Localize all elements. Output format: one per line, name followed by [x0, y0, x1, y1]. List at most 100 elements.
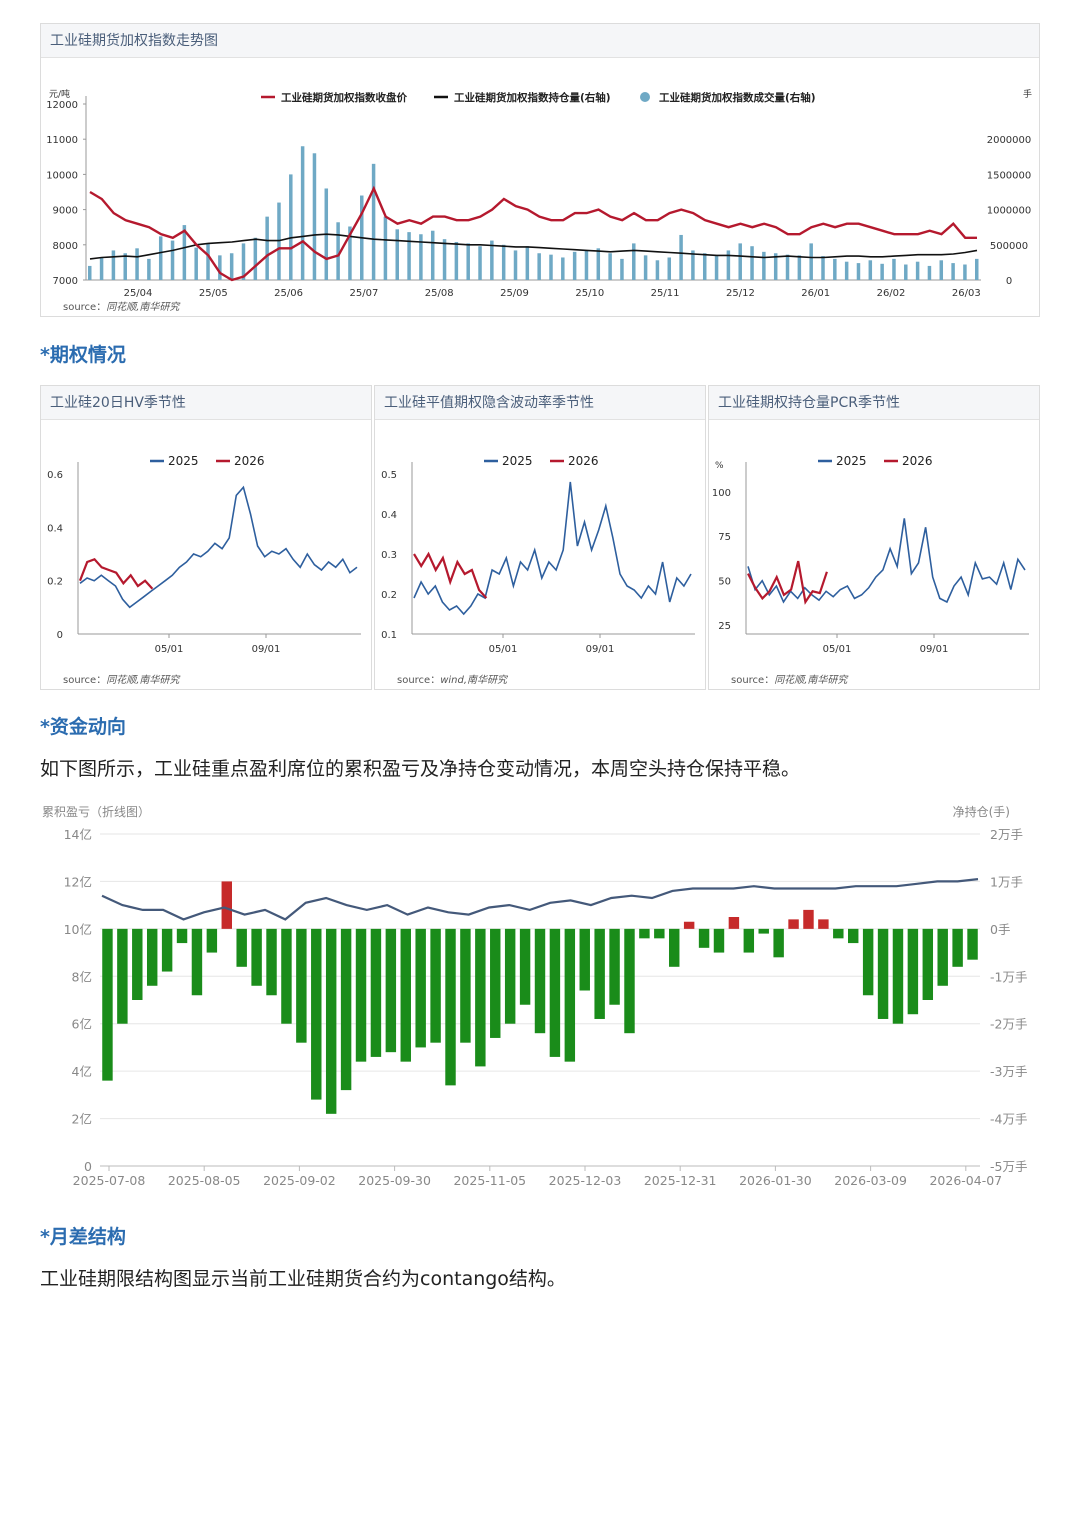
open-interest-line [89, 233, 978, 260]
volume-bar [300, 146, 305, 280]
pcr-panel: 工业硅期权持仓量PCR季节性 % 100 75 50 25 05/01 09/01 2025 2… [708, 385, 1040, 690]
volume-bar [702, 253, 707, 280]
section-fund-heading: *资金动向 [40, 716, 126, 738]
y-left-tick-label: 10亿 [64, 922, 92, 937]
legend-label: 工业硅期货加权指数收盘价 [281, 91, 407, 104]
y-right-tick-label: 0手 [990, 922, 1010, 937]
net-position-bar [639, 928, 650, 939]
volume-bar [643, 255, 648, 280]
y-right-tick-label: 1500000 [987, 170, 1032, 181]
y-tick-label: 75 [718, 532, 731, 543]
net-position-bar [236, 928, 247, 967]
net-position-bar [206, 928, 218, 953]
volume-bar [821, 256, 825, 280]
volume-bar [833, 258, 837, 280]
volume-bar [632, 243, 636, 280]
x-tick-label: 26/03 [952, 288, 981, 299]
volume-bar [348, 226, 352, 280]
y-tick-label: 0.2 [47, 577, 63, 588]
net-position-bar [400, 928, 411, 1062]
x-tick-label: 2025-07-08 [73, 1173, 146, 1188]
source-label: source： [731, 675, 775, 686]
net-position-bar [340, 928, 352, 1091]
y-tick-label: 0.4 [47, 523, 63, 534]
volume-bar [395, 229, 399, 280]
volume-bar [773, 253, 778, 280]
volume-bar [667, 257, 672, 280]
x-tick-label: 25/09 [500, 288, 529, 299]
net-position-bar [102, 928, 113, 1081]
pcr-title: 工业硅期权持仓量PCR季节性 [709, 386, 1039, 420]
hv-panel: 工业硅20日HV季节性 0.6 0.4 0.2 0 05/01 09/01 2025 2026… [40, 385, 372, 690]
series-line-2025 [79, 485, 358, 609]
net-position-bar [251, 928, 262, 986]
volume-bar [466, 243, 470, 280]
net-position-bar [534, 928, 546, 1034]
x-tick-label: 2025-12-31 [644, 1173, 717, 1188]
y-right-tick-label: 0 [1006, 276, 1012, 287]
x-tick-label: 05/01 [823, 644, 852, 655]
volume-bar [253, 237, 258, 280]
hv-title: 工业硅20日HV季节性 [41, 386, 371, 420]
net-position-bar [862, 928, 874, 996]
cumulative-pnl-line [101, 878, 979, 921]
y-left-tick-label: 10000 [46, 170, 78, 181]
net-position-bar [952, 928, 963, 967]
net-position-bar [281, 928, 292, 1024]
net-position-bar [654, 928, 665, 939]
pcr-source: source：同花顺,南华研究 [731, 671, 847, 686]
volume-bar [430, 230, 435, 280]
volume-bar [868, 260, 873, 280]
source-value: wind,南华研究 [440, 675, 508, 686]
iv-chart: 0.5 0.4 0.3 0.2 0.1 05/01 09/01 2025 2026 [381, 454, 695, 655]
y-right-tick-label: -2万手 [990, 1017, 1027, 1032]
volume-bar [490, 240, 494, 280]
volume-bar [797, 255, 802, 280]
volume-bar [927, 265, 932, 280]
x-tick-label: 25/11 [651, 288, 680, 299]
y-right-tick-label: -5万手 [990, 1159, 1027, 1174]
x-tick-label: 25/07 [349, 288, 378, 299]
x-tick-label: 25/04 [124, 288, 153, 299]
volume-bar [336, 222, 340, 280]
volume-bar [714, 256, 719, 280]
net-position-bar [296, 928, 307, 1043]
x-tick-label: 05/01 [155, 644, 184, 655]
y-tick-label: 0.1 [381, 630, 397, 641]
left-axis-title: 累积盈亏（折线图） [42, 804, 150, 819]
net-position-bar [967, 928, 978, 960]
x-tick-label: 25/08 [425, 288, 454, 299]
net-position-bar [579, 928, 590, 991]
series-line-2025 [413, 481, 692, 616]
net-position-bar [191, 928, 203, 996]
volume-bar [951, 263, 955, 280]
source-label: source： [397, 675, 441, 686]
x-tick-label: 25/10 [575, 288, 604, 299]
x-tick-label: 09/01 [586, 644, 615, 655]
net-position-bar [325, 928, 337, 1114]
net-position-bar [669, 928, 680, 967]
net-position-bar [728, 917, 740, 929]
net-position-bar [594, 928, 605, 1019]
volume-bar [892, 258, 896, 280]
x-tick-label: 2025-08-05 [168, 1173, 241, 1188]
fund-chart: 累积盈亏（折线图） 净持仓(手) 14亿 2万手 12亿 1万手 10亿 0手 8亿 -1万手 6亿… [42, 804, 1027, 1188]
volume-bar [726, 250, 731, 280]
volume-bar [762, 251, 766, 280]
close-price-line [89, 185, 977, 282]
net-position-bar [385, 928, 397, 1053]
y-right-tick-label: -1万手 [990, 969, 1027, 984]
y-left-tick-label: 8000 [53, 241, 78, 252]
volume-bar [218, 255, 222, 280]
net-position-bar [743, 928, 755, 953]
net-position-bar [519, 928, 531, 1005]
legend-label: 工业硅期货加权指数持仓量(右轴) [454, 91, 611, 104]
iv-source: source：wind,南华研究 [397, 671, 507, 686]
section-spread-heading: *月差结构 [40, 1226, 126, 1248]
volume-bar [478, 246, 482, 280]
net-position-bar [937, 928, 948, 986]
index-chart-panel: 工业硅期货加权指数走势图 元/吨 手 12000 11000 10000 9000 8000… [40, 23, 1040, 317]
source-label: source： [63, 302, 107, 313]
net-position-bar [355, 928, 367, 1062]
volume-bar [963, 264, 967, 280]
